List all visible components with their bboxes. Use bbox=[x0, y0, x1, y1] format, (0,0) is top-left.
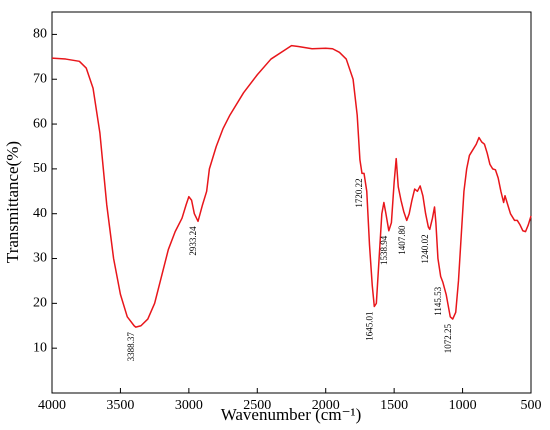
x-tick-label: 3000 bbox=[175, 398, 203, 413]
x-tick-label: 500 bbox=[521, 398, 542, 413]
y-tick-label: 20 bbox=[33, 296, 47, 311]
peak-label: 3388.37 bbox=[126, 332, 136, 362]
y-tick-label: 70 bbox=[33, 71, 47, 86]
peak-label: 1645.01 bbox=[364, 311, 374, 340]
peak-label: 2933.24 bbox=[188, 226, 198, 256]
y-tick-label: 50 bbox=[33, 161, 47, 176]
x-tick-label: 2000 bbox=[312, 398, 340, 413]
y-tick-label: 10 bbox=[33, 340, 47, 355]
plot-frame bbox=[51, 11, 532, 394]
x-tick-label: 2500 bbox=[243, 398, 271, 413]
y-tick-label: 30 bbox=[33, 251, 47, 266]
x-tick-label: 1500 bbox=[380, 398, 408, 413]
peak-label: 1407.80 bbox=[397, 225, 407, 255]
y-tick-label: 40 bbox=[33, 206, 47, 221]
y-tick-label: 80 bbox=[33, 27, 47, 42]
spectrum-line bbox=[51, 44, 532, 328]
x-tick-label: 1000 bbox=[449, 398, 477, 413]
x-axis-title: Wavenumber (cm⁻¹) bbox=[221, 405, 362, 424]
peak-label: 1720.22 bbox=[354, 178, 364, 207]
x-tick-label: 4000 bbox=[38, 398, 66, 413]
peak-label: 1240.02 bbox=[420, 234, 430, 263]
x-tick-label: 3500 bbox=[106, 398, 134, 413]
y-tick-label: 60 bbox=[33, 116, 47, 131]
peak-label: 1072.25 bbox=[443, 324, 453, 354]
peak-label: 1538.94 bbox=[379, 235, 389, 265]
y-axis-title: Transmittance(%) bbox=[3, 141, 22, 263]
peak-label: 1145.53 bbox=[433, 286, 443, 315]
